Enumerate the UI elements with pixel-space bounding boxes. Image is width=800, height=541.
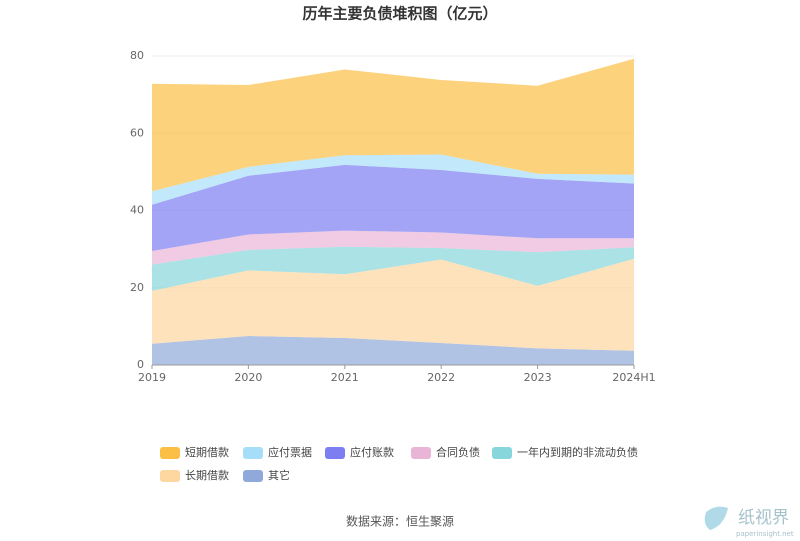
watermark: 纸视界 paperinsight.net: [704, 506, 794, 538]
legend-swatch: [160, 470, 180, 482]
legend-label: 其它: [268, 468, 290, 482]
legend-label: 一年内到期的非流动负债: [517, 445, 638, 459]
legend-swatch: [325, 447, 345, 459]
y-tick-label: 0: [137, 358, 144, 371]
source: 数据来源：恒生聚源: [346, 514, 454, 529]
legend-swatch: [411, 447, 431, 459]
legend-label: 应付账款: [350, 445, 394, 459]
legend-label: 合同负债: [436, 445, 480, 459]
legend-label: 应付票据: [268, 445, 312, 459]
area: [152, 154, 634, 205]
legend-swatch: [243, 447, 263, 459]
x-tick-label: 2019: [138, 371, 166, 384]
legend-swatch: [160, 447, 180, 459]
area: [152, 336, 634, 365]
x-tick-label: 2023: [524, 371, 552, 384]
x-tick-label: 2022: [427, 371, 455, 384]
area: [152, 258, 634, 351]
x-tick-label: 2021: [331, 371, 359, 384]
legend-swatch: [492, 447, 512, 459]
y-tick-label: 80: [130, 49, 144, 62]
x-tick-label: 2024H1: [612, 371, 655, 384]
watermark-url: paperinsight.net: [736, 530, 794, 538]
legend-swatch: [243, 470, 263, 482]
area: [152, 246, 634, 291]
chart-title: 历年主要负债堆积图（亿元）: [302, 5, 497, 23]
x-tick-label: 2020: [234, 371, 262, 384]
watermark-logo: [704, 506, 728, 530]
legend-label: 短期借款: [185, 445, 229, 459]
y-tick-label: 40: [130, 204, 144, 217]
y-tick-label: 60: [130, 126, 144, 139]
watermark-name: 纸视界: [738, 508, 789, 528]
area: [152, 230, 634, 265]
area: [152, 58, 634, 192]
y-tick-label: 20: [130, 281, 144, 294]
legend-label: 长期借款: [185, 468, 229, 482]
area: [152, 164, 634, 252]
